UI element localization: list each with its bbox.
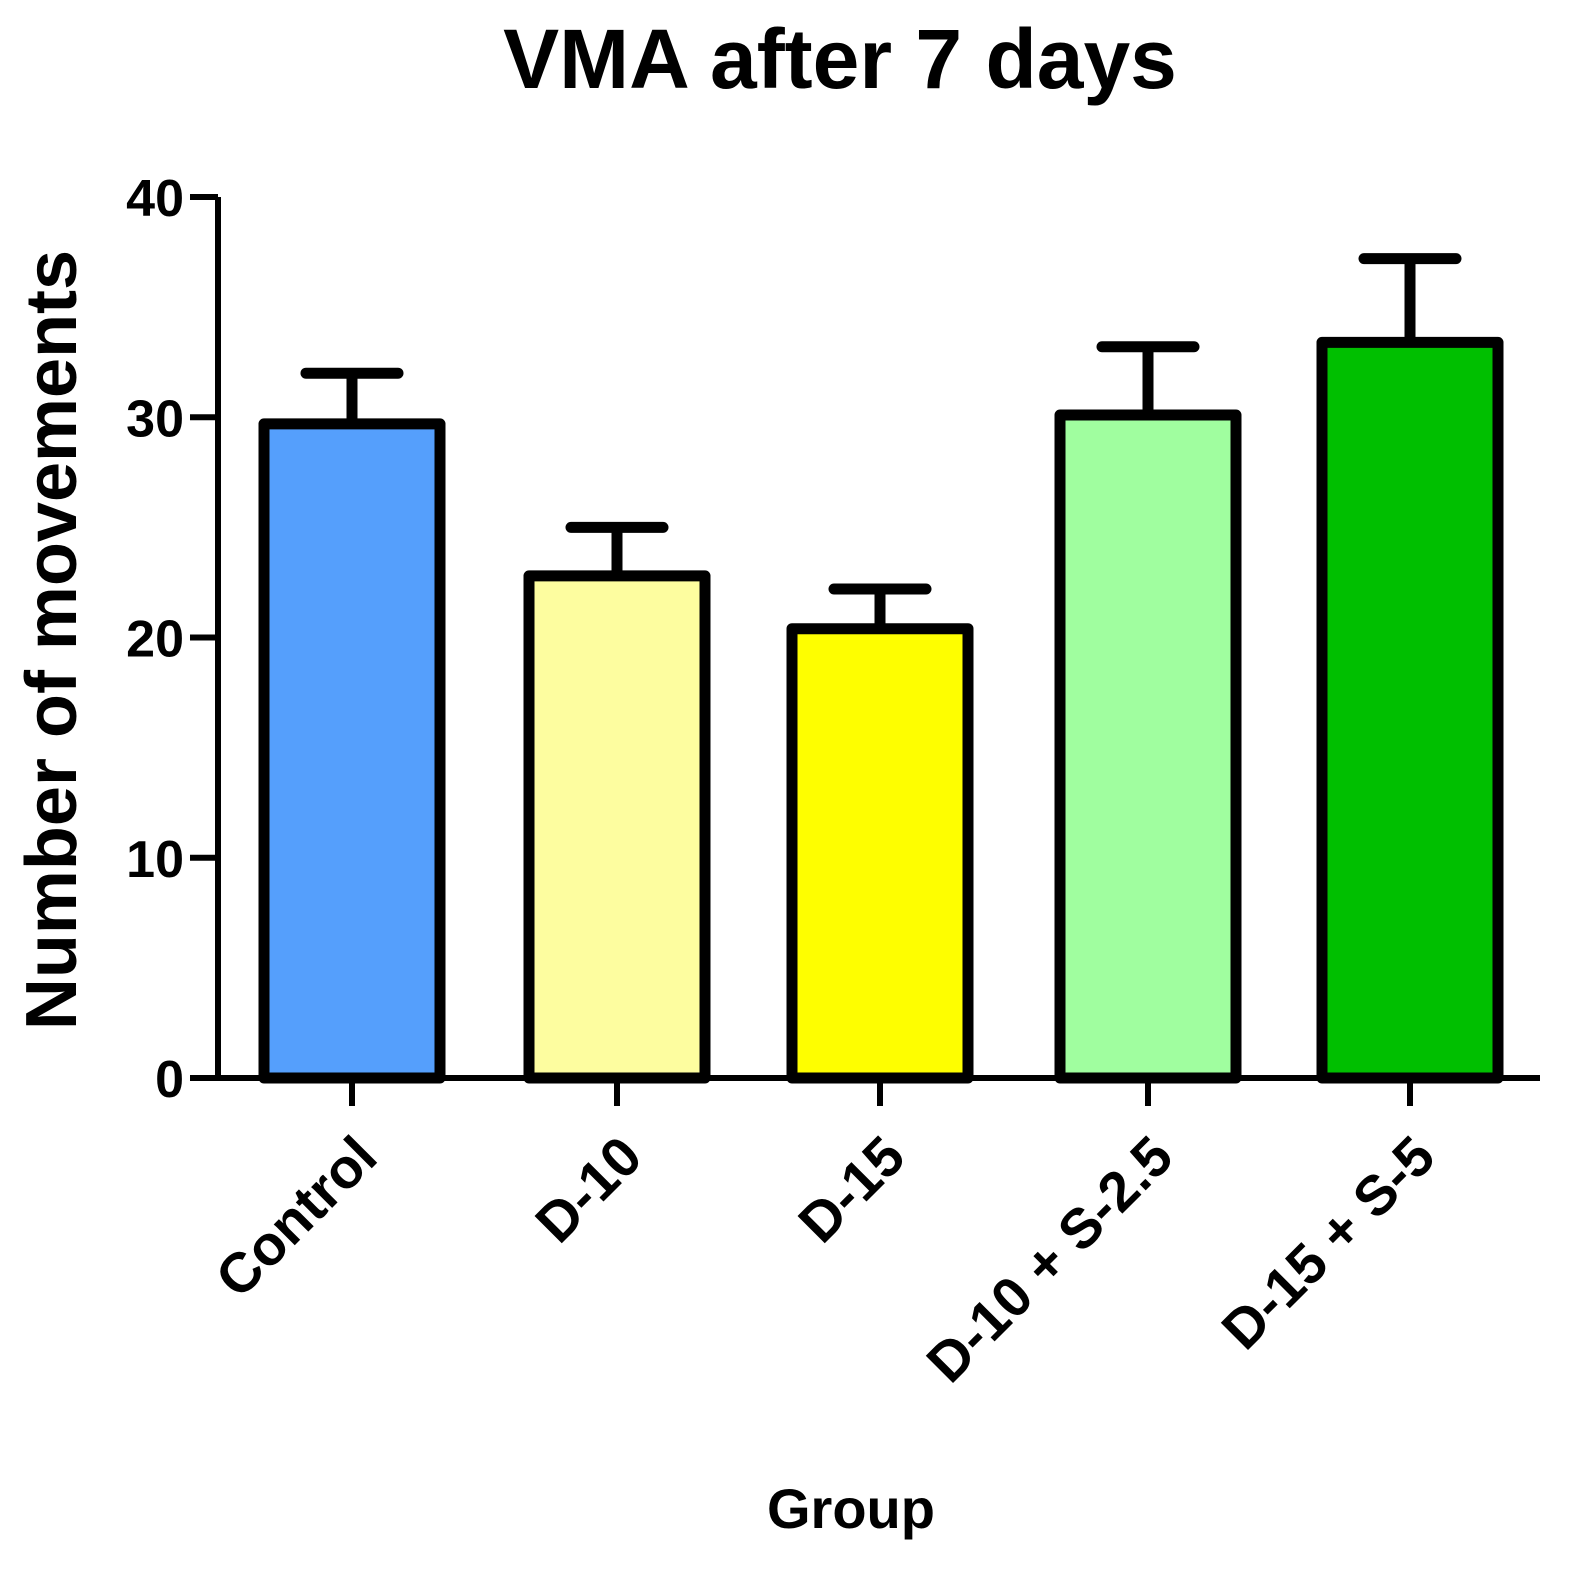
chart-title: VMA after 7 days (503, 12, 1177, 106)
x-tick-label-4: D-15 + S-5 (1209, 1124, 1446, 1361)
bar-2 (786, 623, 974, 1084)
x-tick-label-1: D-10 (523, 1124, 653, 1254)
y-tick-label-4: 40 (126, 170, 184, 228)
bar-3 (1054, 409, 1242, 1084)
x-tick-label-3: D-10 + S-2.5 (914, 1124, 1184, 1394)
bar-4 (1316, 336, 1504, 1084)
y-tick-label-3: 30 (126, 390, 184, 448)
y-axis-label: Number of movements (12, 250, 92, 1030)
y-tick-label-2: 20 (126, 611, 184, 669)
y-tick-label-0: 0 (155, 1051, 184, 1109)
plot-area: 0 10 20 30 40 Control D-10 D-15D-10 + S-2.5 D-15… (126, 170, 1540, 1394)
x-axis-label: Group (767, 1477, 935, 1540)
x-tick-label-2: D-15 (786, 1124, 916, 1254)
bar-0 (258, 418, 446, 1084)
y-tick-label-1: 10 (126, 831, 184, 889)
x-tick-label-0: Control (203, 1124, 388, 1309)
bar-1 (523, 570, 711, 1084)
